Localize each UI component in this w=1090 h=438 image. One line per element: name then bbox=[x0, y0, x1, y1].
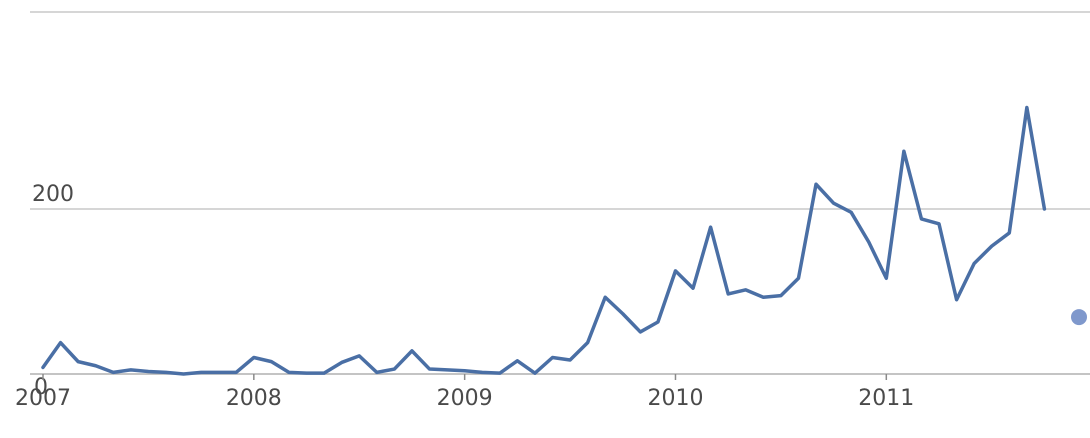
data-point-marker-0 bbox=[1071, 309, 1087, 326]
x-tick-label-2008: 2008 bbox=[226, 386, 282, 411]
x-tick-label-2011: 2011 bbox=[858, 386, 914, 411]
x-tick-label-2007: 2007 bbox=[15, 386, 71, 411]
y-tick-label-200: 200 bbox=[32, 182, 74, 207]
series-layer bbox=[41, 105, 1047, 376]
marker-layer bbox=[1071, 309, 1087, 326]
x-tick-label-2010: 2010 bbox=[647, 386, 703, 411]
x-tick-label-2009: 2009 bbox=[437, 386, 493, 411]
x-axis-ticks: 2007 2008 2009 2010 2011 bbox=[15, 374, 914, 411]
series-line-0 bbox=[41, 105, 1047, 376]
y-tick-label-0: 0 bbox=[34, 375, 48, 400]
